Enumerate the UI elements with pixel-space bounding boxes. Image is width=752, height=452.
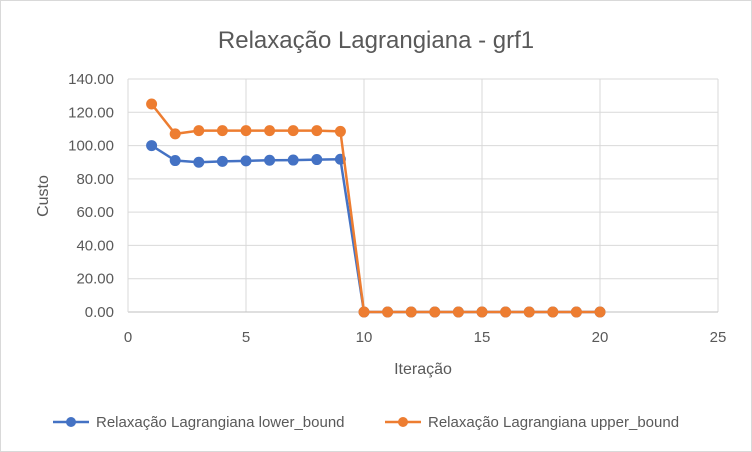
data-point	[264, 125, 276, 137]
data-point	[334, 125, 346, 137]
data-point	[547, 306, 559, 318]
x-tick-label: 10	[356, 329, 373, 346]
data-point	[452, 306, 464, 318]
tick-labels: 0.00 20.00 40.00 60.00 80.00 100.00 120.00 140.…	[68, 71, 726, 346]
data-point	[216, 125, 228, 137]
x-axis-title: Iteração	[394, 361, 452, 378]
data-point	[311, 125, 323, 137]
data-point	[405, 306, 417, 318]
series-layer	[146, 98, 606, 318]
series-upper-bound	[146, 98, 606, 318]
data-point	[287, 154, 299, 166]
y-tick-label: 80.00	[76, 171, 114, 188]
data-point	[311, 154, 323, 166]
x-tick-label: 25	[710, 329, 727, 346]
grid-layer	[127, 78, 719, 313]
legend-item: Relaxação Lagrangiana lower_bound	[53, 414, 345, 431]
y-tick-label: 60.00	[76, 204, 114, 221]
legend-item: Relaxação Lagrangiana upper_bound	[385, 414, 679, 431]
data-point	[570, 306, 582, 318]
data-point	[476, 306, 488, 318]
series-line	[150, 144, 600, 314]
data-point	[358, 306, 370, 318]
data-point	[146, 140, 158, 152]
legend-label: Relaxação Lagrangiana lower_bound	[96, 414, 345, 431]
data-point	[193, 156, 205, 168]
y-tick-label: 20.00	[76, 271, 114, 288]
data-point	[264, 154, 276, 166]
data-point	[523, 306, 535, 318]
data-point	[500, 306, 512, 318]
data-point	[169, 128, 181, 140]
chart-title: Relaxação Lagrangiana - grf1	[218, 27, 534, 54]
legend-marker	[398, 417, 408, 427]
series-line	[150, 103, 600, 314]
legend: Relaxação Lagrangiana lower_bound Relaxaç…	[53, 414, 679, 431]
data-point	[287, 125, 299, 137]
data-point	[169, 155, 181, 167]
data-point	[240, 125, 252, 137]
y-tick-label: 120.00	[68, 104, 114, 121]
data-point	[594, 306, 606, 318]
data-point	[240, 155, 252, 167]
x-tick-label: 5	[242, 329, 250, 346]
x-tick-label: 15	[474, 329, 491, 346]
legend-marker	[66, 417, 76, 427]
x-tick-label: 0	[124, 329, 132, 346]
y-tick-label: 40.00	[76, 237, 114, 254]
series-lower-bound	[146, 140, 606, 318]
data-point	[193, 125, 205, 137]
y-axis-title: Custo	[35, 175, 52, 217]
data-point	[429, 306, 441, 318]
data-point	[382, 306, 394, 318]
y-tick-label: 0.00	[85, 304, 114, 321]
y-tick-label: 100.00	[68, 138, 114, 155]
x-tick-label: 20	[592, 329, 609, 346]
legend-label: Relaxação Lagrangiana upper_bound	[428, 414, 679, 431]
data-point	[146, 98, 158, 110]
y-tick-label: 140.00	[68, 71, 114, 88]
data-point	[216, 155, 228, 167]
